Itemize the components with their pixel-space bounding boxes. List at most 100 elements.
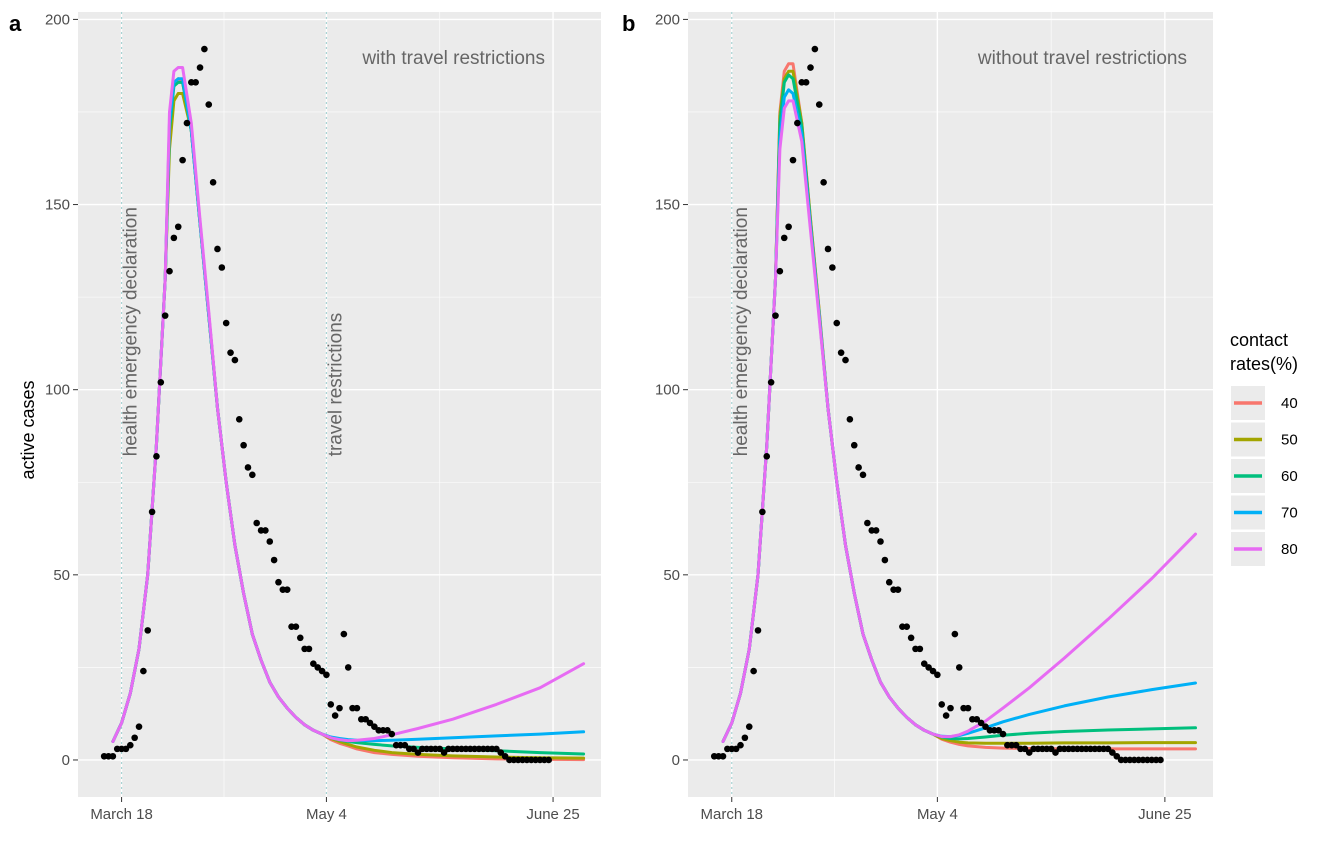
observed-point <box>109 752 117 760</box>
observed-point <box>1157 756 1164 764</box>
event-label: health emergency declaration <box>121 207 142 456</box>
observed-point <box>947 704 954 712</box>
observed-point <box>763 453 771 460</box>
observed-point <box>977 719 985 727</box>
observed-point <box>153 453 160 460</box>
observed-point <box>266 538 274 545</box>
observed-point <box>842 356 849 364</box>
observed-point <box>864 519 871 527</box>
y-tick-label: 100 <box>45 382 70 399</box>
observed-point <box>384 727 391 734</box>
y-tick-label: 150 <box>45 197 70 214</box>
observed-point <box>872 527 880 534</box>
observed-point <box>497 749 505 756</box>
observed-point <box>759 508 766 516</box>
y-tick-label: 50 <box>53 567 70 584</box>
observed-point <box>135 723 143 730</box>
observed-point <box>174 223 182 231</box>
observed-point <box>938 701 946 708</box>
observed-point <box>855 464 862 471</box>
observed-point <box>436 745 444 753</box>
observed-point <box>262 527 269 534</box>
observed-point <box>859 471 867 479</box>
observed-point <box>127 741 134 749</box>
observed-point <box>157 378 165 386</box>
observed-point <box>907 634 915 642</box>
observed-point <box>205 101 213 108</box>
observed-point <box>401 741 409 749</box>
observed-point <box>955 664 963 671</box>
observed-point <box>995 727 1002 734</box>
y-axis-title: active cases <box>18 380 38 479</box>
observed-point <box>776 267 784 275</box>
observed-point <box>745 723 753 730</box>
x-tick-label: May 4 <box>917 806 958 823</box>
x-tick-label: June 25 <box>526 806 579 823</box>
observed-point <box>170 234 178 242</box>
legend-label: 80 <box>1281 541 1298 558</box>
observed-point <box>336 704 343 712</box>
observed-point <box>1104 745 1112 753</box>
observed-point <box>192 79 199 86</box>
y-tick-label: 200 <box>45 11 70 28</box>
observed-point <box>414 749 422 756</box>
observed-point <box>973 715 981 723</box>
observed-point <box>719 752 727 760</box>
observed-point <box>942 712 950 719</box>
observed-point <box>440 749 448 756</box>
observed-point <box>802 79 810 86</box>
legend-label: 70 <box>1281 505 1298 522</box>
panel-tag: a <box>9 11 22 36</box>
legend-items: 40 50 60 70 80 <box>1231 386 1298 566</box>
panel-tag: b <box>622 11 635 36</box>
panel-annotation: without travel restrictions <box>977 48 1187 69</box>
observed-point <box>780 234 788 242</box>
observed-point <box>894 586 902 593</box>
x-tick-label: May 4 <box>306 806 347 823</box>
observed-point <box>305 645 313 653</box>
observed-point <box>340 630 348 638</box>
observed-point <box>310 660 317 667</box>
observed-point <box>916 645 924 653</box>
observed-point <box>179 156 186 164</box>
observed-point <box>1021 745 1029 753</box>
observed-point <box>222 319 230 327</box>
observed-point <box>1052 749 1059 756</box>
observed-point <box>148 508 156 516</box>
observed-point <box>331 712 339 719</box>
observed-point <box>214 245 221 253</box>
observed-point <box>209 179 217 186</box>
observed-point <box>934 671 941 679</box>
observed-point <box>767 378 775 386</box>
observed-point <box>323 671 330 679</box>
observed-point <box>283 586 291 593</box>
observed-point <box>161 312 169 319</box>
observed-point <box>353 704 361 712</box>
observed-point <box>140 667 147 675</box>
observed-point <box>388 730 396 738</box>
y-tick-label: 200 <box>655 11 680 28</box>
observed-point <box>231 356 239 364</box>
observed-point <box>235 416 243 423</box>
observed-point <box>240 441 247 449</box>
observed-point <box>964 704 972 712</box>
observed-point <box>881 556 889 564</box>
observed-point <box>846 416 854 423</box>
observed-point <box>275 578 282 586</box>
y-tick-label: 100 <box>655 382 680 399</box>
observed-point <box>1113 752 1121 760</box>
observed-point <box>318 667 326 675</box>
observed-point <box>903 623 911 630</box>
observed-point <box>1025 749 1033 756</box>
observed-point <box>296 634 304 642</box>
observed-point <box>545 756 552 764</box>
observed-point <box>925 664 932 671</box>
observed-point <box>772 312 779 319</box>
x-tick-label: March 18 <box>700 806 763 823</box>
x-tick-label: March 18 <box>90 806 153 823</box>
observed-point <box>183 119 191 127</box>
observed-point <box>824 245 832 253</box>
observed-point <box>750 667 757 675</box>
observed-point <box>754 627 762 634</box>
